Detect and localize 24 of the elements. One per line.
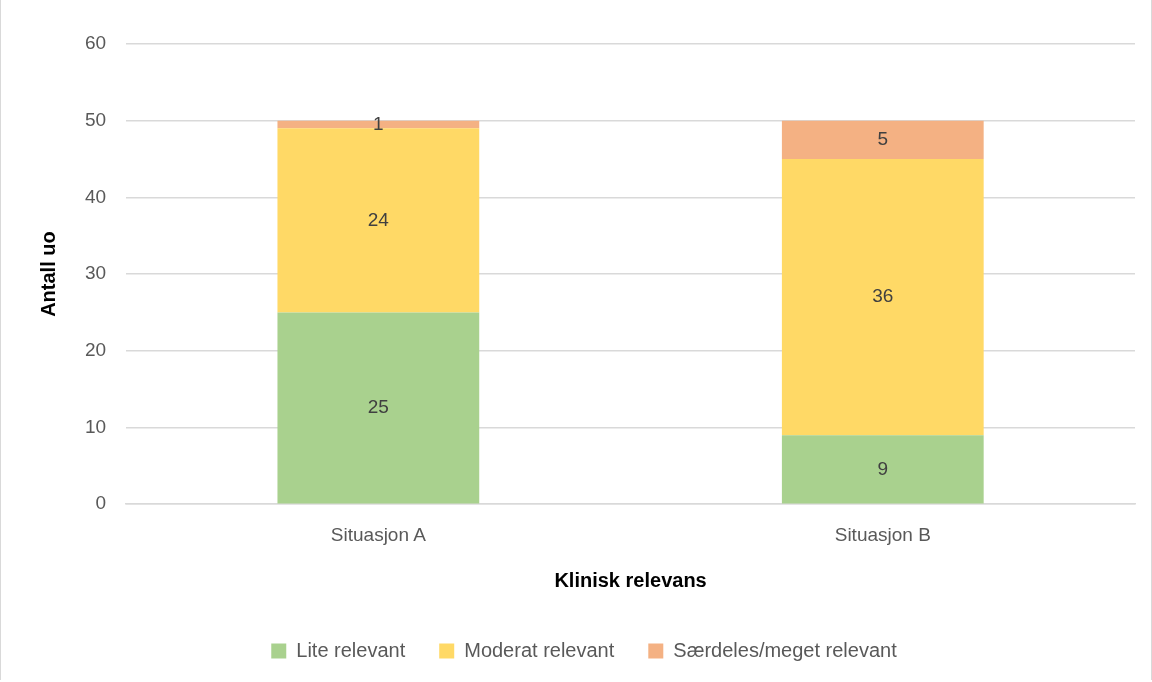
y-axis-title: Antall uo: [36, 231, 59, 317]
y-tick-label: 40: [84, 185, 107, 207]
x-tick-label: Situasjon A: [330, 523, 427, 545]
y-tick-label: 30: [84, 262, 107, 284]
legend-label: Særdeles/meget relevant: [673, 638, 898, 661]
legend-label: Moderat relevant: [464, 638, 615, 661]
legend-label: Lite relevant: [296, 638, 406, 661]
bar: [781, 435, 984, 504]
data-label: 24: [367, 208, 390, 230]
y-tick-label: 60: [84, 32, 107, 54]
bar: [781, 159, 984, 436]
y-tick-label: 50: [84, 108, 107, 130]
bar: [277, 128, 480, 313]
x-axis-title: Klinisk relevans: [554, 568, 707, 591]
data-label: 25: [367, 396, 389, 418]
data-label: 9: [877, 457, 889, 479]
x-tick-label: Situasjon B: [834, 523, 931, 545]
bar: [277, 312, 480, 504]
bar: [781, 120, 984, 160]
data-label: 5: [877, 128, 889, 150]
y-tick-label: 10: [84, 415, 107, 437]
y-tick-label: 0: [95, 492, 107, 514]
y-tick-label: 20: [84, 339, 107, 361]
data-label: 36: [872, 285, 894, 307]
